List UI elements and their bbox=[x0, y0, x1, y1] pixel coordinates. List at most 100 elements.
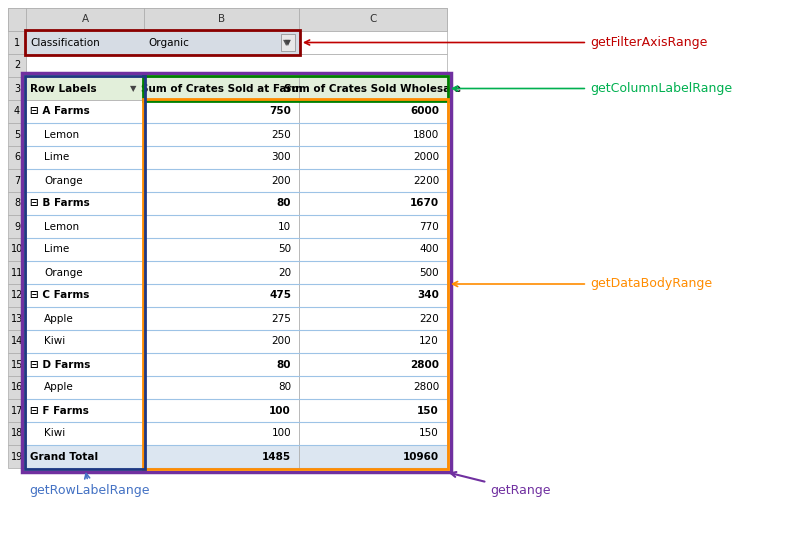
Bar bbox=[8, 31, 26, 54]
Text: ▼: ▼ bbox=[283, 38, 289, 47]
Text: 1: 1 bbox=[14, 38, 20, 47]
Text: 19: 19 bbox=[11, 452, 23, 461]
Text: 80: 80 bbox=[278, 383, 291, 392]
Bar bbox=[299, 238, 447, 261]
Text: Lemon: Lemon bbox=[44, 222, 79, 231]
Bar bbox=[144, 284, 299, 307]
Text: ⊟ A Farms: ⊟ A Farms bbox=[30, 107, 90, 116]
Bar bbox=[26, 215, 144, 238]
Bar bbox=[26, 77, 144, 100]
Text: Row Labels: Row Labels bbox=[30, 84, 97, 93]
Text: ⊟ F Farms: ⊟ F Farms bbox=[30, 405, 89, 416]
Bar bbox=[26, 8, 144, 31]
Bar bbox=[299, 215, 447, 238]
Text: ▼: ▼ bbox=[130, 84, 137, 93]
Text: 12: 12 bbox=[11, 291, 23, 301]
Text: ⊟ C Farms: ⊟ C Farms bbox=[30, 291, 90, 301]
Bar bbox=[299, 31, 447, 54]
Text: Organic: Organic bbox=[148, 38, 189, 47]
Bar bbox=[26, 100, 144, 123]
Bar bbox=[299, 100, 447, 123]
Bar bbox=[8, 192, 26, 215]
Text: 80: 80 bbox=[276, 360, 291, 370]
Text: 6: 6 bbox=[14, 153, 20, 162]
Bar bbox=[26, 54, 447, 77]
Bar bbox=[144, 445, 299, 468]
Text: 7: 7 bbox=[14, 176, 20, 185]
Text: 400: 400 bbox=[419, 245, 439, 254]
Text: 2800: 2800 bbox=[413, 383, 439, 392]
Bar bbox=[144, 353, 299, 376]
Bar bbox=[8, 54, 26, 77]
Bar bbox=[8, 284, 26, 307]
Bar bbox=[8, 399, 26, 422]
Text: 500: 500 bbox=[419, 267, 439, 278]
Text: Sum of Crates Sold at Farm: Sum of Crates Sold at Farm bbox=[141, 84, 302, 93]
Bar bbox=[26, 238, 144, 261]
Text: 6000: 6000 bbox=[410, 107, 439, 116]
Bar bbox=[299, 123, 447, 146]
Bar bbox=[299, 330, 447, 353]
Text: 750: 750 bbox=[269, 107, 291, 116]
Bar bbox=[8, 307, 26, 330]
Text: 9: 9 bbox=[14, 222, 20, 231]
Bar bbox=[26, 31, 299, 54]
Bar bbox=[8, 261, 26, 284]
Bar bbox=[299, 261, 447, 284]
Bar bbox=[8, 123, 26, 146]
Text: 340: 340 bbox=[417, 291, 439, 301]
Text: getRange: getRange bbox=[451, 472, 550, 497]
Text: 220: 220 bbox=[419, 314, 439, 323]
Bar bbox=[144, 422, 299, 445]
Text: 50: 50 bbox=[278, 245, 291, 254]
Bar bbox=[8, 353, 26, 376]
Text: getColumnLabelRange: getColumnLabelRange bbox=[452, 82, 732, 95]
Text: getRowLabelRange: getRowLabelRange bbox=[30, 474, 150, 497]
Bar bbox=[25, 30, 300, 55]
Text: 8: 8 bbox=[14, 198, 20, 209]
Text: Apple: Apple bbox=[44, 383, 74, 392]
Bar bbox=[8, 238, 26, 261]
Text: B: B bbox=[218, 15, 225, 24]
Text: 15: 15 bbox=[11, 360, 23, 370]
Bar bbox=[144, 238, 299, 261]
Bar bbox=[143, 76, 448, 101]
Text: ▼: ▼ bbox=[285, 38, 291, 47]
Bar bbox=[8, 8, 26, 31]
Text: 250: 250 bbox=[271, 129, 291, 140]
Bar bbox=[299, 445, 447, 468]
Bar bbox=[25, 76, 145, 469]
Bar bbox=[144, 77, 299, 100]
Bar bbox=[299, 146, 447, 169]
Text: 770: 770 bbox=[419, 222, 439, 231]
Text: 18: 18 bbox=[11, 429, 23, 439]
Text: Orange: Orange bbox=[44, 176, 82, 185]
Bar bbox=[22, 73, 451, 472]
Bar bbox=[8, 376, 26, 399]
Bar bbox=[144, 330, 299, 353]
Bar bbox=[8, 422, 26, 445]
Bar bbox=[299, 8, 447, 31]
Bar bbox=[299, 77, 447, 100]
Bar bbox=[26, 261, 144, 284]
Text: 11: 11 bbox=[11, 267, 23, 278]
Text: ⊟ D Farms: ⊟ D Farms bbox=[30, 360, 90, 370]
Text: 13: 13 bbox=[11, 314, 23, 323]
Text: 4: 4 bbox=[14, 107, 20, 116]
Bar bbox=[144, 8, 299, 31]
Text: 120: 120 bbox=[419, 336, 439, 347]
Bar bbox=[281, 34, 295, 51]
Text: Orange: Orange bbox=[44, 267, 82, 278]
Bar bbox=[144, 215, 299, 238]
Bar bbox=[26, 376, 144, 399]
Bar bbox=[144, 100, 299, 123]
Text: Apple: Apple bbox=[44, 314, 74, 323]
Text: 100: 100 bbox=[271, 429, 291, 439]
Bar bbox=[8, 445, 26, 468]
Text: ⊟ B Farms: ⊟ B Farms bbox=[30, 198, 90, 209]
Bar bbox=[144, 399, 299, 422]
Bar bbox=[8, 169, 26, 192]
Text: 300: 300 bbox=[271, 153, 291, 162]
Text: 5: 5 bbox=[14, 129, 20, 140]
Text: 17: 17 bbox=[11, 405, 23, 416]
